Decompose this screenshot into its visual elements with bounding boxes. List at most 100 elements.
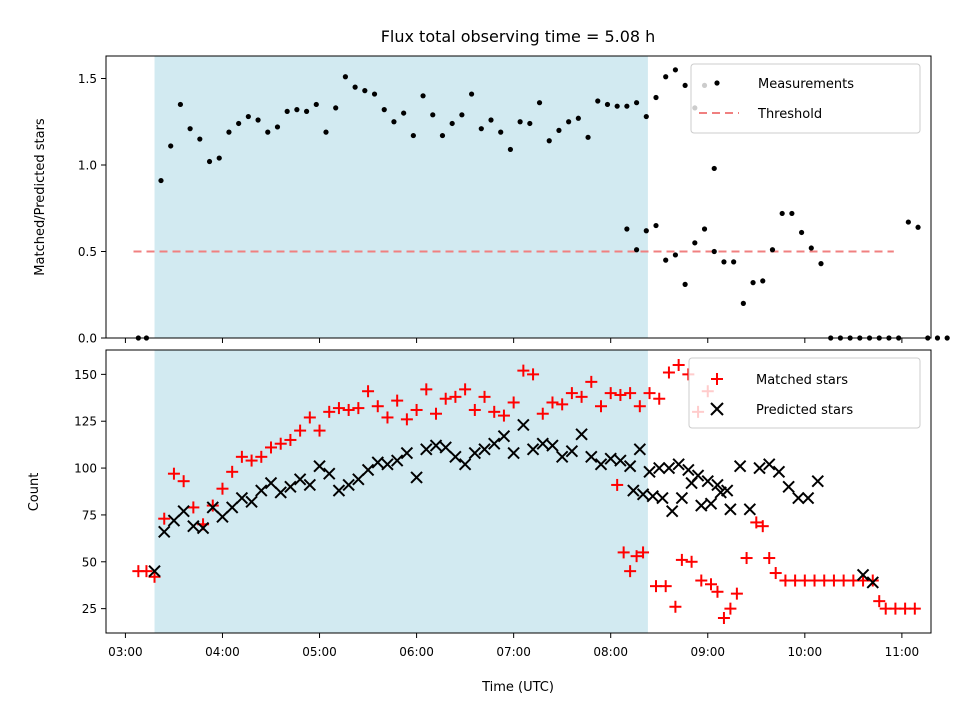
matched-star-point <box>604 387 617 400</box>
measurement-point <box>604 101 611 108</box>
measurement-point <box>265 129 271 135</box>
matched-star-point <box>371 400 384 413</box>
matched-star-point <box>527 368 540 381</box>
measurement-point <box>255 117 261 123</box>
predicted-star-point <box>536 437 549 450</box>
measurement-point <box>478 126 484 132</box>
x-tick-label: 11:00 <box>885 645 920 659</box>
predicted-star-point <box>303 478 317 492</box>
predicted-star-point <box>352 473 365 486</box>
predicted-star-point <box>429 439 443 452</box>
matched-star-point <box>717 612 730 625</box>
matched-star-point <box>637 546 650 559</box>
predicted-star-point <box>643 465 656 479</box>
matched-star-point <box>624 387 637 400</box>
predicted-star-point <box>235 491 249 505</box>
predicted-star-point <box>148 564 161 578</box>
bottom-y-tick-label: 125 <box>74 415 97 429</box>
measurement-point <box>245 113 251 120</box>
matched-star-point <box>546 396 559 409</box>
matched-star-point <box>630 550 643 563</box>
measurement-point <box>624 103 630 109</box>
x-axis-label: Time (UTC) <box>481 680 554 695</box>
legend-measurements-marker <box>714 80 720 86</box>
predicted-star-point <box>468 446 482 460</box>
predicted-star-point <box>196 521 210 535</box>
matched-star-point <box>756 520 769 533</box>
predicted-star-point <box>323 467 336 480</box>
predicted-star-point <box>293 473 307 486</box>
predicted-star-point <box>420 443 433 456</box>
predicted-star-point <box>381 458 394 471</box>
measurement-point <box>236 120 242 127</box>
predicted-star-point <box>792 491 805 505</box>
predicted-star-point <box>526 443 540 456</box>
matched-star-point <box>294 424 307 437</box>
predicted-star-point <box>585 450 598 464</box>
bottom-panel: 25 50 75 100 125 150 03:00 04:00 05:00 06:00 07:0… <box>27 349 932 695</box>
matched-star-point <box>449 390 462 403</box>
predicted-star-point <box>400 446 414 460</box>
matched-star-point <box>675 553 688 566</box>
measurement-point <box>158 177 164 184</box>
measurement-point <box>410 132 416 139</box>
matched-star-point <box>730 587 743 600</box>
predicted-star-point <box>633 443 647 456</box>
predicted-star-point <box>488 437 501 450</box>
x-tick-label: 04:00 <box>205 645 240 659</box>
matched-star-point <box>488 405 501 418</box>
measurement-point <box>721 259 727 265</box>
measurement-point <box>789 210 795 217</box>
bottom-y-tick-label: 25 <box>82 602 97 616</box>
predicted-star-point <box>497 430 511 443</box>
matched-star-point <box>468 403 481 416</box>
predicted-star-point <box>206 501 219 514</box>
measurement-point <box>595 98 601 104</box>
legend-matched-label: Matched stars <box>756 373 848 388</box>
predicted-star-point <box>390 454 404 467</box>
predicted-star-point <box>225 501 239 514</box>
measurement-point <box>818 261 824 267</box>
measurement-point <box>546 138 552 144</box>
observing-span-bottom <box>154 350 648 633</box>
measurement-point <box>566 119 572 125</box>
measurement-point <box>197 136 203 142</box>
top-y-tick-label: 0.5 <box>78 245 97 259</box>
top-panel: 0.0 0.5 1.0 1.5 Matched/Predicted stars Mea… <box>33 55 950 346</box>
predicted-star-point <box>763 458 776 471</box>
predicted-star-point <box>711 478 724 492</box>
measurement-point <box>391 119 397 125</box>
measurement-point <box>381 107 387 113</box>
top-legend: Measurements Threshold <box>690 63 921 134</box>
matched-star-point <box>873 595 886 608</box>
measurement-point <box>294 107 300 113</box>
matched-star-point <box>633 400 646 413</box>
legend-predicted-marker <box>710 402 724 416</box>
measurement-point <box>905 219 911 225</box>
measurement-point <box>672 252 679 258</box>
predicted-star-point <box>614 454 627 467</box>
matched-star-point <box>653 392 666 405</box>
measurement-point <box>507 146 514 153</box>
matched-star-point <box>624 565 637 578</box>
measurement-point <box>168 143 174 149</box>
predicted-star-point <box>594 458 608 471</box>
predicted-star-point <box>627 484 640 497</box>
x-tick-label: 09:00 <box>690 645 725 659</box>
matched-star-point <box>226 465 239 478</box>
matched-star-point <box>381 411 394 424</box>
top-legend-box <box>690 63 921 134</box>
measurement-point <box>333 105 339 111</box>
measurement-point <box>653 222 659 229</box>
measurement-point <box>663 257 669 263</box>
predicted-star-point <box>507 446 520 460</box>
matched-star-point <box>459 383 472 396</box>
measurement-point <box>731 259 737 265</box>
predicted-star-point <box>410 471 423 484</box>
measurement-point <box>663 74 669 80</box>
predicted-star-point <box>675 491 689 505</box>
matched-star-point <box>611 478 624 491</box>
predicted-star-point <box>371 456 384 469</box>
predicted-star-point <box>458 458 472 471</box>
